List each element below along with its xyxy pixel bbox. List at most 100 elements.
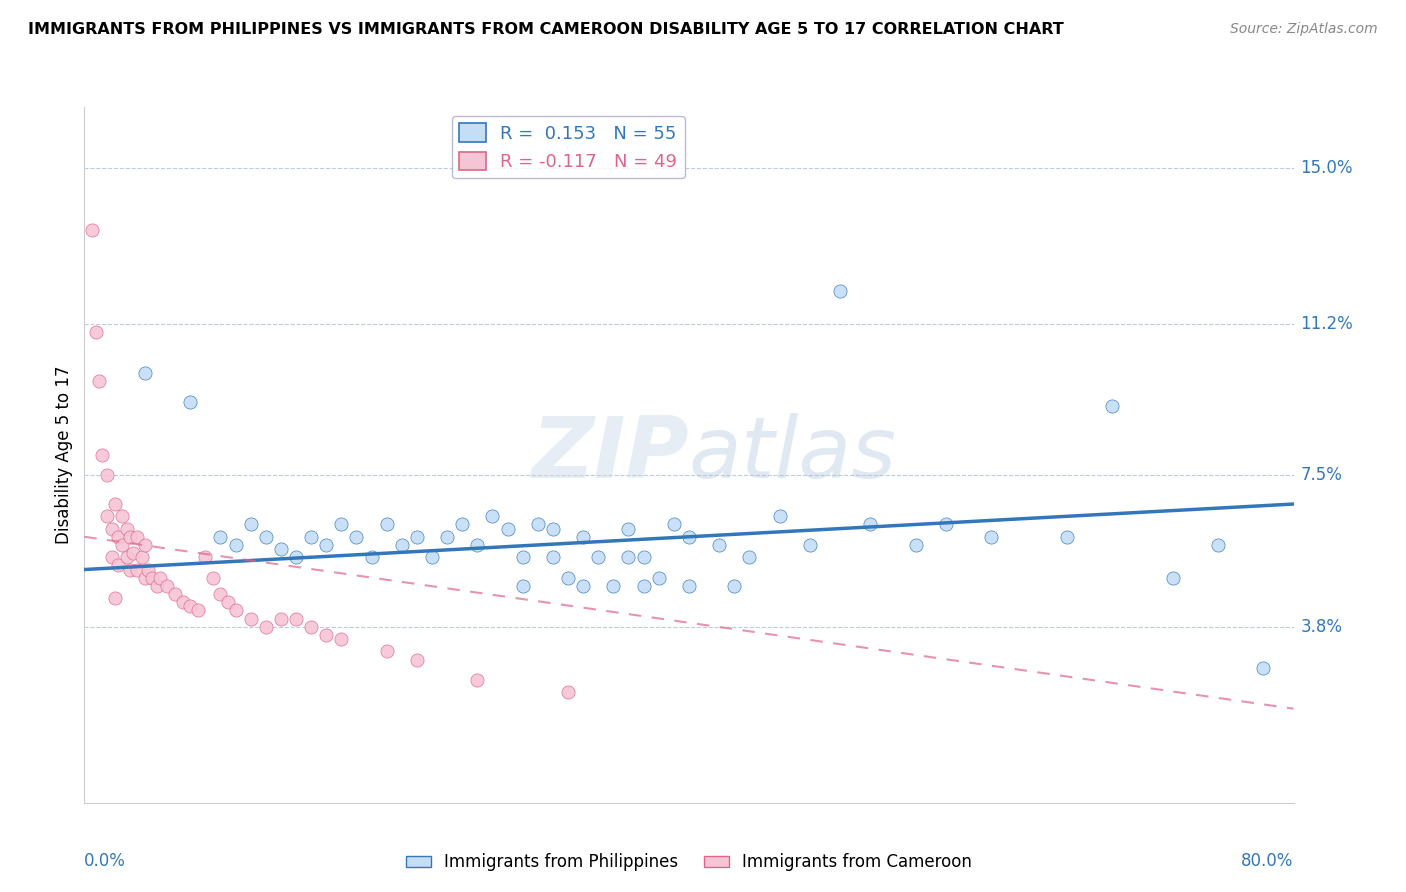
Point [830, 284, 852, 298]
Point [100, 550, 122, 565]
Point [127, 562, 149, 576]
Point [738, 550, 761, 565]
Point [107, 530, 129, 544]
Point [360, 550, 382, 565]
Point [709, 538, 731, 552]
Text: 7.5%: 7.5% [1301, 467, 1343, 484]
Point [209, 587, 232, 601]
Point [131, 550, 153, 565]
Y-axis label: Disability Age 5 to 17: Disability Age 5 to 17 [55, 366, 73, 544]
Point [557, 685, 579, 699]
Point [512, 579, 534, 593]
Point [149, 571, 172, 585]
Point [115, 550, 138, 565]
Point [284, 550, 308, 565]
Point [572, 530, 595, 544]
Point [678, 530, 700, 544]
Point [100, 522, 122, 536]
Text: 0.0%: 0.0% [84, 852, 127, 870]
Point [136, 562, 159, 576]
Point [859, 517, 882, 532]
Text: IMMIGRANTS FROM PHILIPPINES VS IMMIGRANTS FROM CAMEROON DISABILITY AGE 5 TO 17 C: IMMIGRANTS FROM PHILIPPINES VS IMMIGRANT… [28, 22, 1064, 37]
Point [134, 571, 156, 585]
Point [104, 497, 127, 511]
Point [420, 550, 443, 565]
Point [127, 530, 149, 544]
Point [80, 223, 103, 237]
Point [225, 538, 247, 552]
Point [723, 579, 745, 593]
Point [187, 603, 209, 617]
Point [451, 517, 474, 532]
Point [617, 522, 640, 536]
Point [935, 517, 957, 532]
Point [239, 517, 262, 532]
Point [330, 517, 353, 532]
Point [769, 509, 792, 524]
Point [118, 530, 141, 544]
Point [163, 587, 186, 601]
Point [526, 517, 548, 532]
Text: ZIP: ZIP [531, 413, 689, 497]
Point [115, 522, 138, 536]
Text: 15.0%: 15.0% [1301, 160, 1353, 178]
Point [118, 562, 141, 576]
Legend: Immigrants from Philippines, Immigrants from Cameroon: Immigrants from Philippines, Immigrants … [399, 847, 979, 878]
Point [239, 612, 262, 626]
Text: Source: ZipAtlas.com: Source: ZipAtlas.com [1230, 22, 1378, 37]
Point [225, 603, 247, 617]
Point [512, 550, 534, 565]
Point [299, 530, 322, 544]
Point [980, 530, 1002, 544]
Point [179, 394, 201, 409]
Point [1206, 538, 1229, 552]
Point [146, 579, 169, 593]
Point [467, 673, 489, 687]
Point [96, 509, 118, 524]
Point [270, 612, 292, 626]
Point [91, 448, 114, 462]
Point [254, 620, 277, 634]
Point [315, 538, 337, 552]
Point [270, 542, 292, 557]
Text: 11.2%: 11.2% [1301, 315, 1354, 333]
Point [496, 522, 519, 536]
Point [678, 579, 700, 593]
Point [299, 620, 322, 634]
Point [647, 571, 671, 585]
Point [86, 325, 108, 339]
Point [633, 550, 655, 565]
Point [1056, 530, 1078, 544]
Text: atlas: atlas [689, 413, 897, 497]
Point [391, 538, 413, 552]
Point [557, 571, 579, 585]
Point [799, 538, 821, 552]
Point [617, 550, 640, 565]
Point [201, 571, 224, 585]
Point [541, 522, 564, 536]
Point [572, 579, 595, 593]
Point [1251, 661, 1274, 675]
Point [107, 558, 129, 573]
Point [121, 546, 143, 560]
Point [179, 599, 201, 614]
Point [141, 571, 163, 585]
Point [284, 612, 308, 626]
Point [104, 591, 127, 606]
Point [134, 366, 156, 380]
Point [406, 530, 429, 544]
Point [111, 538, 134, 552]
Point [111, 509, 134, 524]
Point [89, 374, 111, 388]
Point [346, 530, 368, 544]
Text: 80.0%: 80.0% [1241, 852, 1294, 870]
Point [134, 538, 156, 552]
Point [662, 517, 685, 532]
Point [209, 530, 232, 544]
Point [156, 579, 179, 593]
Point [904, 538, 927, 552]
Point [436, 530, 458, 544]
Point [375, 517, 398, 532]
Point [194, 550, 217, 565]
Point [330, 632, 353, 646]
